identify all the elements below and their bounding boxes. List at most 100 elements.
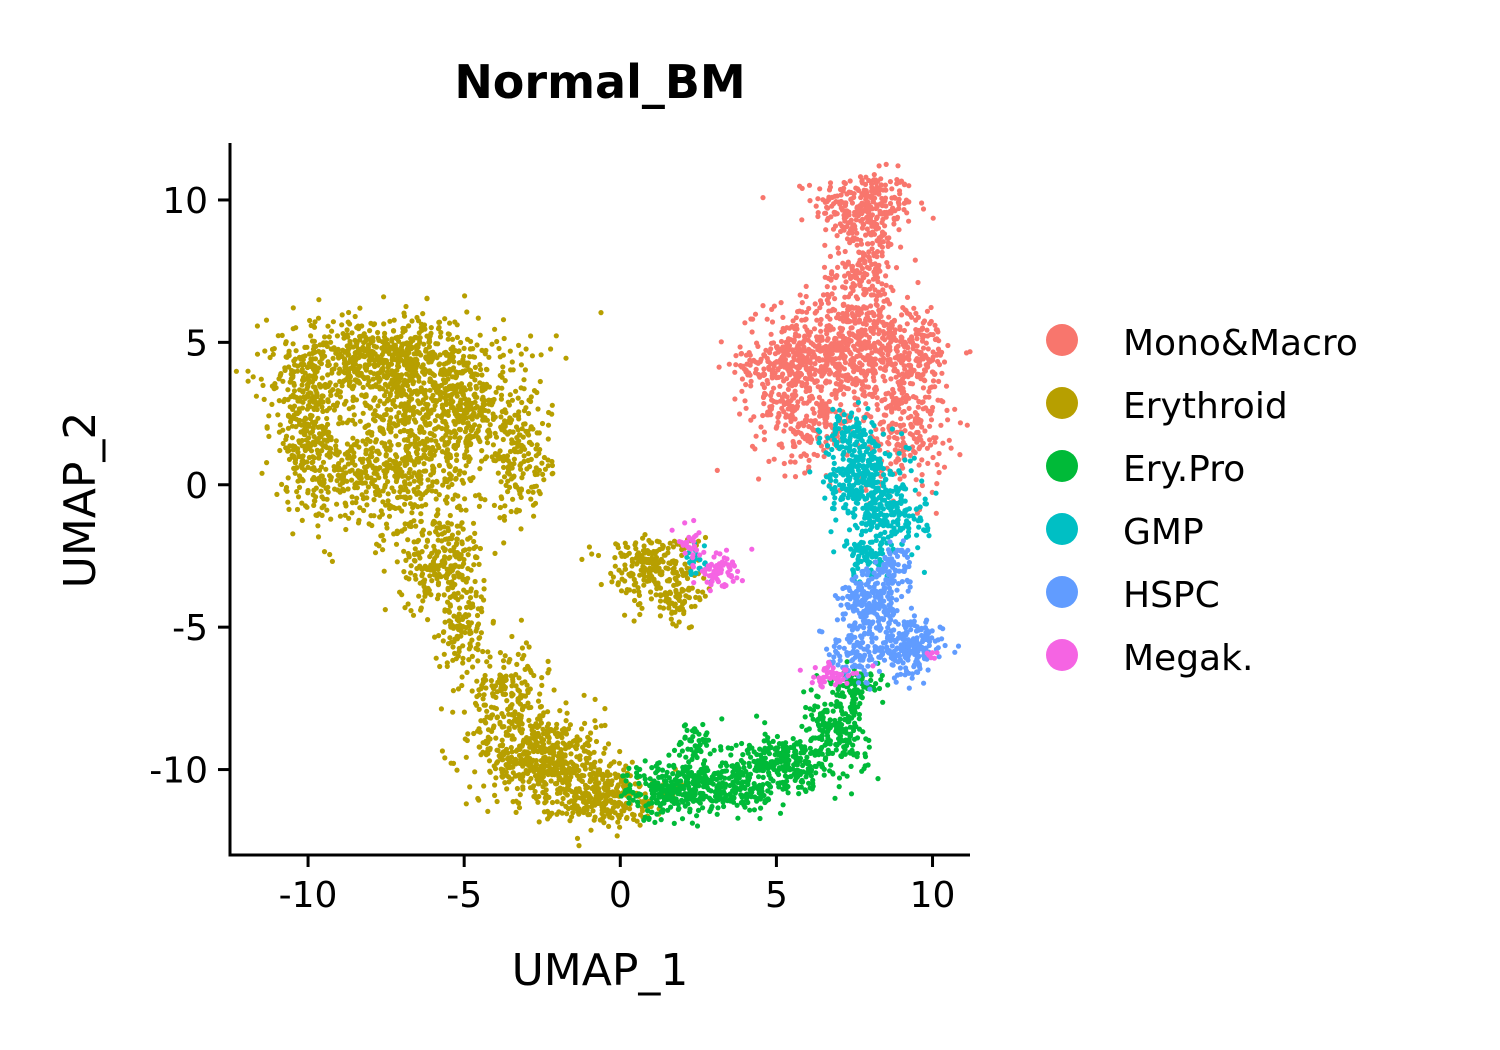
data-point bbox=[500, 436, 506, 443]
data-point bbox=[428, 325, 434, 331]
data-point bbox=[890, 420, 896, 426]
data-point bbox=[761, 384, 768, 391]
data-point bbox=[906, 183, 912, 189]
data-point bbox=[387, 418, 393, 424]
data-point bbox=[883, 203, 889, 209]
data-point bbox=[863, 487, 869, 493]
data-point bbox=[325, 383, 331, 389]
data-point bbox=[435, 511, 441, 517]
data-point bbox=[811, 418, 817, 424]
data-point bbox=[860, 392, 866, 398]
data-point bbox=[400, 382, 406, 389]
data-point bbox=[475, 315, 481, 321]
data-point bbox=[469, 653, 475, 660]
data-point bbox=[944, 407, 950, 413]
data-point bbox=[924, 308, 931, 314]
data-point bbox=[457, 435, 463, 441]
data-point bbox=[464, 669, 470, 676]
data-point bbox=[848, 189, 854, 196]
data-point bbox=[770, 367, 776, 373]
data-point bbox=[498, 396, 504, 402]
data-point bbox=[286, 364, 292, 370]
data-point bbox=[500, 364, 506, 370]
data-point bbox=[824, 337, 830, 343]
data-point bbox=[347, 338, 353, 345]
data-point bbox=[783, 339, 789, 345]
data-point bbox=[842, 211, 848, 217]
data-point bbox=[852, 282, 858, 289]
data-point bbox=[333, 382, 339, 388]
data-point bbox=[872, 368, 878, 374]
data-point bbox=[316, 452, 322, 458]
data-point bbox=[462, 293, 468, 299]
data-point bbox=[873, 361, 879, 367]
data-point bbox=[528, 394, 534, 400]
data-point bbox=[447, 463, 453, 469]
data-point bbox=[762, 391, 769, 398]
data-point bbox=[318, 361, 324, 367]
data-point bbox=[393, 381, 399, 388]
data-point bbox=[481, 783, 487, 789]
data-point bbox=[536, 450, 542, 456]
data-point bbox=[879, 249, 885, 255]
data-point bbox=[817, 348, 823, 354]
data-point bbox=[306, 351, 313, 357]
data-point bbox=[930, 404, 936, 411]
data-point bbox=[254, 351, 261, 357]
data-point bbox=[810, 349, 816, 355]
data-point bbox=[468, 567, 474, 573]
data-point bbox=[830, 360, 836, 366]
data-point bbox=[818, 316, 824, 323]
data-point bbox=[308, 322, 314, 329]
data-point bbox=[848, 325, 854, 331]
data-point bbox=[545, 658, 551, 665]
data-point bbox=[877, 365, 884, 371]
data-point bbox=[901, 408, 907, 415]
data-point bbox=[461, 345, 467, 351]
data-point bbox=[792, 474, 799, 480]
data-point bbox=[916, 398, 922, 405]
data-point bbox=[896, 188, 903, 194]
data-point bbox=[887, 179, 894, 185]
data-point bbox=[427, 451, 433, 457]
data-point bbox=[795, 365, 801, 371]
data-point bbox=[940, 399, 946, 405]
data-point bbox=[548, 346, 554, 352]
data-point bbox=[261, 396, 267, 402]
data-point bbox=[474, 678, 480, 684]
data-point bbox=[290, 406, 296, 412]
data-point bbox=[344, 327, 350, 333]
data-point bbox=[777, 383, 783, 389]
data-point bbox=[311, 338, 317, 344]
data-point bbox=[418, 518, 424, 524]
data-point bbox=[470, 346, 476, 352]
data-point bbox=[530, 757, 536, 764]
data-point bbox=[899, 337, 905, 343]
data-point bbox=[802, 317, 808, 323]
data-point bbox=[479, 448, 485, 454]
data-point bbox=[502, 691, 509, 697]
data-point bbox=[482, 497, 488, 503]
data-point bbox=[415, 550, 421, 556]
data-point bbox=[893, 265, 900, 271]
data-point bbox=[433, 655, 439, 661]
data-point bbox=[468, 620, 474, 626]
data-point bbox=[500, 457, 506, 463]
data-point bbox=[497, 676, 503, 682]
data-point bbox=[471, 354, 478, 360]
data-point bbox=[828, 342, 834, 348]
data-point bbox=[310, 439, 316, 445]
data-point bbox=[494, 689, 500, 695]
data-point bbox=[507, 348, 513, 354]
data-point bbox=[845, 336, 852, 343]
data-point bbox=[761, 366, 767, 372]
data-point bbox=[476, 492, 482, 498]
data-point bbox=[521, 652, 527, 659]
data-point bbox=[433, 571, 439, 577]
data-point bbox=[896, 457, 902, 463]
data-point bbox=[593, 724, 599, 731]
data-point bbox=[865, 214, 871, 220]
data-point bbox=[330, 355, 336, 361]
data-point bbox=[366, 378, 372, 384]
data-point bbox=[509, 440, 515, 446]
